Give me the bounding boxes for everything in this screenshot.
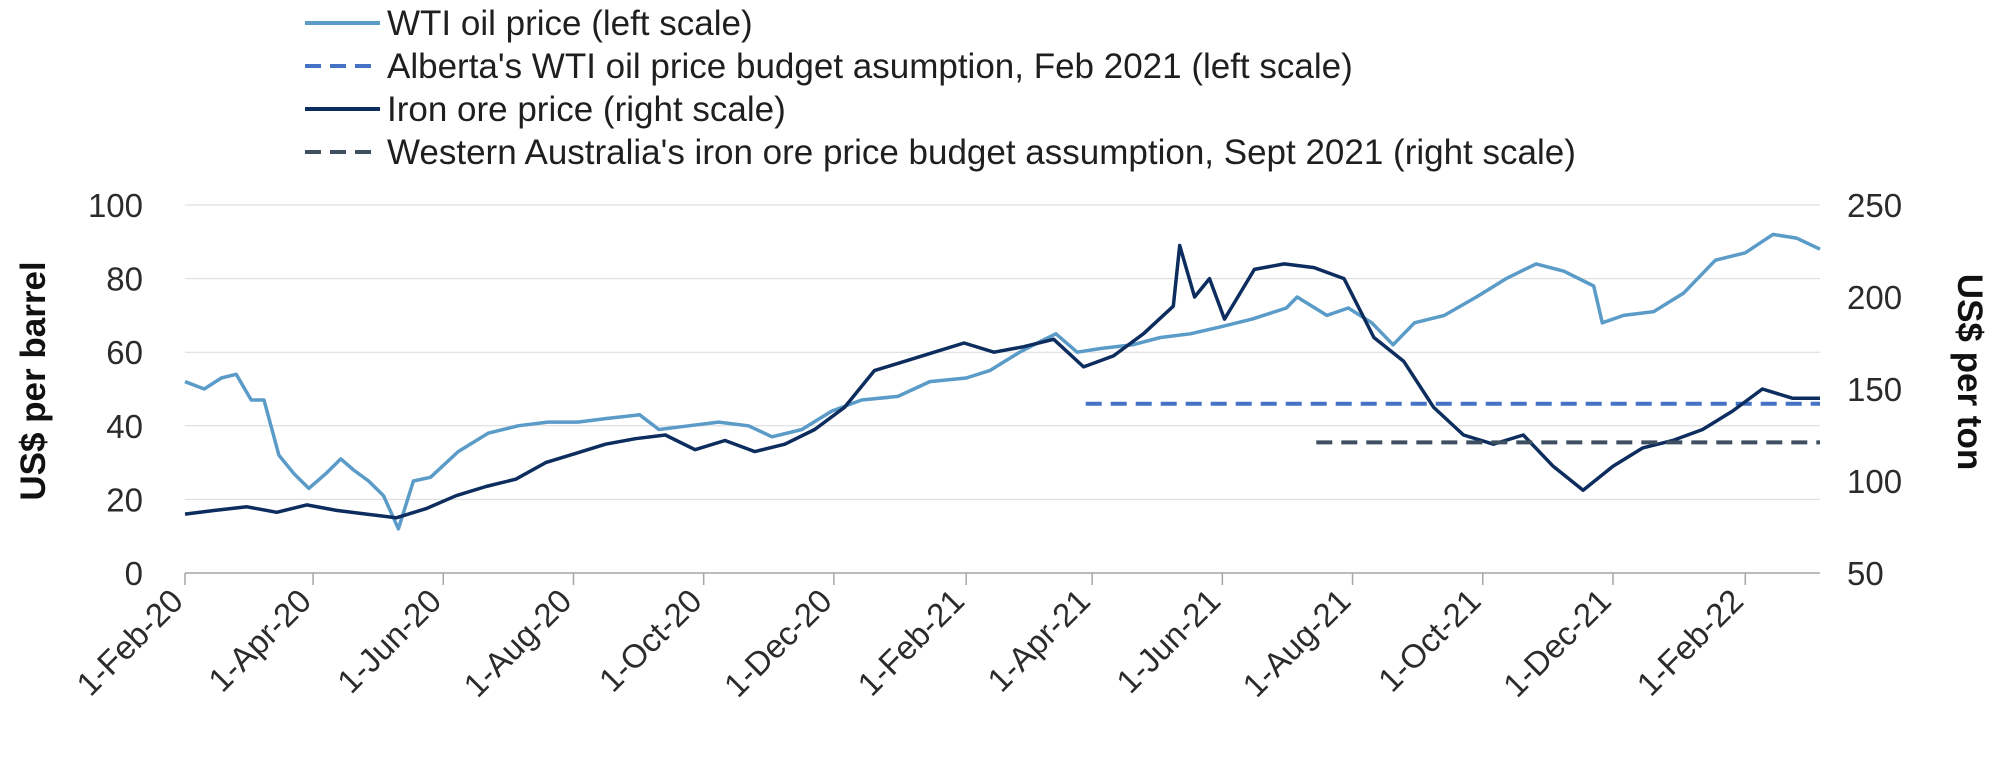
left-tick-label: 20 [106, 481, 143, 518]
x-tick-label: 1-Aug-20 [456, 582, 578, 704]
right-tick-label: 250 [1847, 187, 1902, 224]
series-line-1 [184, 232, 1821, 531]
x-tick-label: 1-Feb-22 [1629, 582, 1750, 703]
right-axis-ticks: 50 100 150 200 250 [1847, 187, 1902, 592]
x-tick-label: 1-Dec-20 [717, 582, 839, 704]
x-tick-label: 1-Jun-21 [1109, 582, 1227, 700]
legend-label-3: Iron ore price (right scale) [387, 90, 786, 129]
right-tick-label: 100 [1847, 463, 1902, 500]
left-tick-label: 80 [106, 261, 143, 298]
right-tick-label: 200 [1847, 279, 1902, 316]
left-tick-label: 60 [106, 334, 143, 371]
x-tick-label: 1-Jun-20 [330, 582, 448, 700]
left-axis-ticks: 0 20 40 60 80 100 [88, 187, 143, 592]
series-lines [184, 232, 1821, 531]
legend-label-4: Western Australia's iron ore price budge… [387, 133, 1576, 172]
x-tick-label: 1-Apr-20 [201, 582, 318, 699]
x-tick-label: 1-Feb-21 [850, 582, 971, 703]
left-tick-label: 0 [125, 555, 143, 592]
x-tick-label: 1-Feb-20 [69, 582, 190, 703]
series-line-3 [184, 243, 1820, 520]
left-tick-label: 100 [88, 187, 143, 224]
legend-label-1: WTI oil price (left scale) [387, 4, 753, 43]
x-tick-label: 1-Dec-21 [1496, 582, 1618, 704]
left-axis-title: US$ per barrel [14, 261, 53, 500]
x-tick-label: 1-Apr-21 [980, 582, 1097, 699]
x-tick-label: 1-Aug-21 [1235, 582, 1357, 704]
x-axis-ticks: 1-Feb-20 1-Apr-20 1-Jun-20 1-Aug-20 1-Oct-20… [69, 573, 1750, 704]
right-tick-label: 50 [1847, 555, 1884, 592]
left-tick-label: 40 [106, 408, 143, 445]
x-tick-label: 1-Oct-21 [1371, 582, 1488, 699]
right-tick-label: 150 [1847, 371, 1902, 408]
x-tick-label: 1-Oct-20 [592, 582, 709, 699]
legend-label-2: Alberta's WTI oil price budget asumption… [387, 47, 1353, 86]
legend: WTI oil price (left scale) Alberta's WTI … [305, 4, 1576, 172]
right-axis-title: US$ per ton [1950, 274, 1989, 470]
